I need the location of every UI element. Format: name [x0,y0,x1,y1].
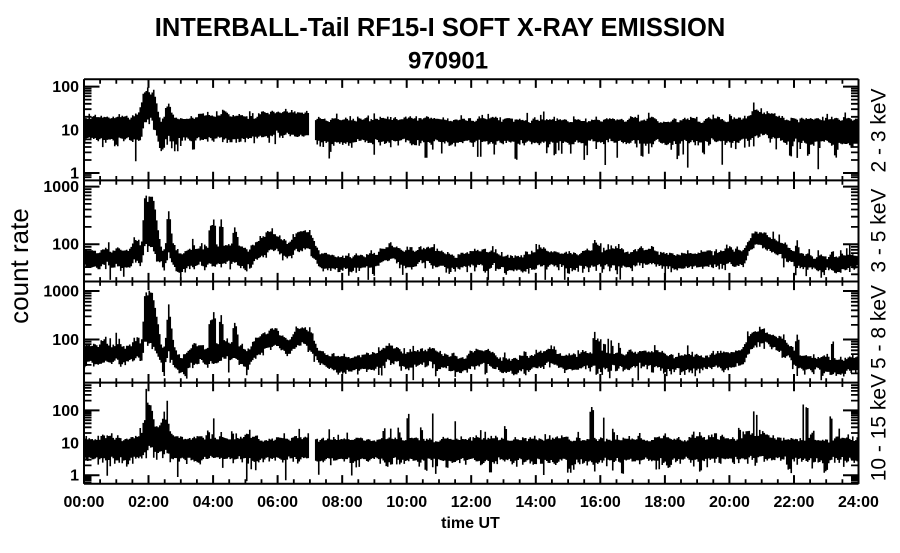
svg-text:5 - 8 keV: 5 - 8 keV [868,285,891,369]
svg-text:2 - 3 keV: 2 - 3 keV [868,88,891,172]
svg-text:100: 100 [52,403,79,420]
svg-text:22:00: 22:00 [773,494,814,511]
svg-text:10: 10 [61,435,79,452]
svg-text:1000: 1000 [43,284,79,301]
svg-text:04:00: 04:00 [193,494,234,511]
svg-text:1: 1 [70,468,79,485]
svg-text:20:00: 20:00 [709,494,750,511]
svg-text:970901: 970901 [408,48,488,75]
svg-text:10 - 15 keV: 10 - 15 keV [868,374,891,481]
svg-text:10: 10 [61,122,79,139]
svg-text:16:00: 16:00 [580,494,621,511]
svg-text:1000: 1000 [43,179,79,196]
svg-text:100: 100 [52,332,79,349]
svg-text:3 - 5 keV: 3 - 5 keV [868,189,891,273]
svg-text:count rate: count rate [4,208,34,324]
svg-text:INTERBALL-Tail RF15-I SOFT X-R: INTERBALL-Tail RF15-I SOFT X-RAY EMISSIO… [155,14,726,42]
svg-text:100: 100 [52,237,79,254]
svg-text:10:00: 10:00 [386,494,427,511]
svg-text:02:00: 02:00 [128,494,169,511]
svg-text:time UT: time UT [441,515,500,532]
svg-text:00:00: 00:00 [64,494,105,511]
svg-text:14:00: 14:00 [515,494,556,511]
svg-text:1: 1 [70,166,79,183]
svg-text:08:00: 08:00 [322,494,363,511]
svg-text:18:00: 18:00 [644,494,685,511]
svg-text:100: 100 [52,79,79,96]
svg-text:12:00: 12:00 [451,494,492,511]
svg-text:24:00: 24:00 [838,494,879,511]
svg-text:06:00: 06:00 [257,494,298,511]
